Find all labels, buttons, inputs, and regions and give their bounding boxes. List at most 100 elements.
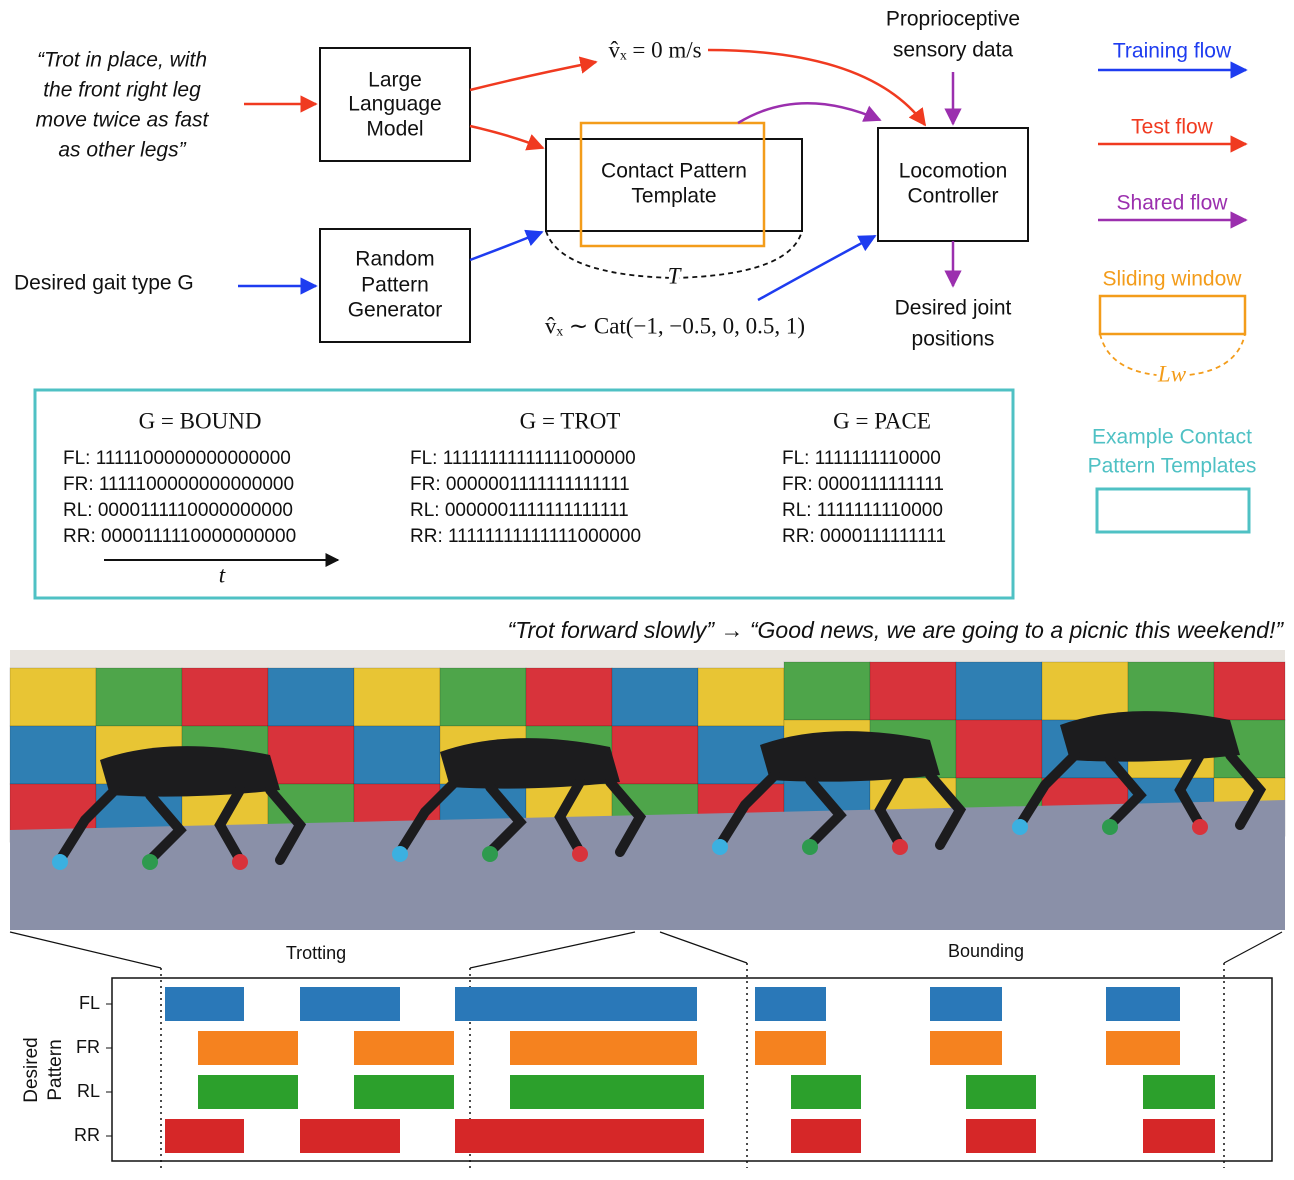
command-text: “Trot in place, with xyxy=(37,49,207,72)
proprio-label: sensory data xyxy=(893,39,1014,62)
wall-tile xyxy=(439,667,527,727)
templates-panel: t G = BOUND FL: 1111100000000000000 FR: 11… xyxy=(33,388,1015,600)
test-arrow xyxy=(469,124,545,151)
robot-foot xyxy=(142,854,158,870)
llm-label: Large xyxy=(368,69,422,92)
template-title: G = TROT xyxy=(520,408,621,433)
robot-body xyxy=(1060,711,1240,762)
llm-label: Language xyxy=(348,93,441,116)
robot-foot xyxy=(802,839,818,855)
wall-tile xyxy=(95,667,183,727)
robot-foot xyxy=(1192,819,1208,835)
template-row: RL: 1111111110000 xyxy=(782,500,943,521)
robot xyxy=(712,731,967,855)
legend-label: Lw xyxy=(1157,361,1187,386)
robot-body xyxy=(100,746,280,797)
caption: “Trot forward slowly” → “Good news, we a… xyxy=(508,617,1285,643)
controller-label: Controller xyxy=(907,185,998,208)
joint-label: positions xyxy=(912,328,995,351)
legend-label: Test flow xyxy=(1131,116,1214,139)
contact-bar xyxy=(510,1031,697,1065)
contact-bar xyxy=(755,987,826,1021)
llm-label: Model xyxy=(366,118,423,141)
template-label: Contact Pattern xyxy=(601,160,747,183)
robot-legs xyxy=(715,770,967,850)
pipeline-diagram: “Trot in place, with the front right leg… xyxy=(14,8,1029,351)
wall-tile xyxy=(611,667,699,727)
template-row: FL: 11111111111111000000 xyxy=(410,448,636,469)
template-row: FR: 1111100000000000000 xyxy=(63,474,294,495)
contact-bar xyxy=(300,987,400,1021)
robot-body xyxy=(440,738,620,789)
wall-tile xyxy=(1041,661,1129,721)
wall-tile xyxy=(783,661,871,721)
templates-box xyxy=(33,388,1015,600)
contact-bar xyxy=(930,987,1002,1021)
robot-foot xyxy=(392,846,408,862)
pattern-ylabel: Desired xyxy=(21,1037,42,1102)
joint-label: Desired joint xyxy=(895,297,1012,320)
phase-label: Trotting xyxy=(286,943,346,963)
test-arrow xyxy=(707,48,927,127)
robot-legs xyxy=(55,785,307,865)
generator-box xyxy=(319,228,471,343)
generator-label: Pattern xyxy=(361,274,429,297)
shared-arrow xyxy=(737,101,882,125)
pattern-frame xyxy=(111,977,1273,1162)
template-title: G = PACE xyxy=(833,408,931,433)
template-row: RR: 0000111111111 xyxy=(782,526,946,547)
template-row: RR: 0000111110000000000 xyxy=(63,526,296,547)
command-text: as other legs” xyxy=(58,139,186,162)
robot-legs xyxy=(1015,750,1267,830)
wall-tile xyxy=(525,667,613,727)
contact-bar xyxy=(455,987,697,1021)
phase-label: Bounding xyxy=(948,941,1024,961)
contact-bar xyxy=(455,1119,704,1153)
legend: Training flow Test flow Shared flow Slid… xyxy=(1088,40,1256,534)
leg-label: FR xyxy=(76,1037,100,1057)
contact-bar xyxy=(791,1075,861,1109)
robot-foot xyxy=(232,854,248,870)
template-row: RR: 11111111111111000000 xyxy=(410,526,641,547)
training-arrow xyxy=(757,234,877,302)
leg-label: FL xyxy=(79,993,100,1013)
robot-foot xyxy=(52,854,68,870)
gait-input: Desired gait type G xyxy=(14,272,194,295)
robot-foot xyxy=(572,846,588,862)
template-row: FR: 0000111111111 xyxy=(782,474,944,495)
contact-bar xyxy=(1106,1031,1180,1065)
wall-tile xyxy=(955,661,1043,721)
robot-foot xyxy=(892,839,908,855)
contact-bar xyxy=(354,1031,454,1065)
proprio-label: Proprioceptive xyxy=(886,8,1020,31)
wall-tile xyxy=(697,667,785,727)
wall-tile xyxy=(611,725,699,785)
contact-bar xyxy=(1143,1119,1215,1153)
template-row: RL: 0000001111111111111 xyxy=(410,500,629,521)
wall-tile xyxy=(181,667,269,727)
robot-foot xyxy=(1102,819,1118,835)
legend-brace xyxy=(1099,333,1246,377)
period-brace xyxy=(545,230,803,279)
robot xyxy=(392,738,647,862)
time-label: t xyxy=(219,562,226,587)
robot xyxy=(52,746,307,870)
template-row: FR: 0000001111111111111 xyxy=(410,474,630,495)
velocity-test: v̂ₓ = 0 m/s xyxy=(608,37,701,62)
robot-legs xyxy=(395,777,647,857)
test-arrow xyxy=(469,56,598,92)
contact-bar xyxy=(165,1119,244,1153)
legend-label: Sliding window xyxy=(1103,268,1243,291)
template-row: RL: 0000111110000000000 xyxy=(63,500,293,521)
contact-bar xyxy=(1106,987,1180,1021)
command-text: the front right leg xyxy=(43,79,201,102)
wall-tile xyxy=(1127,661,1215,721)
contact-bar xyxy=(930,1031,1002,1065)
robot-photo xyxy=(9,650,1286,930)
legend-label: Example Contact xyxy=(1092,426,1252,449)
wall-tile xyxy=(267,667,355,727)
robot xyxy=(1012,711,1267,835)
wall-tile xyxy=(353,667,441,727)
training-arrow xyxy=(469,229,544,262)
